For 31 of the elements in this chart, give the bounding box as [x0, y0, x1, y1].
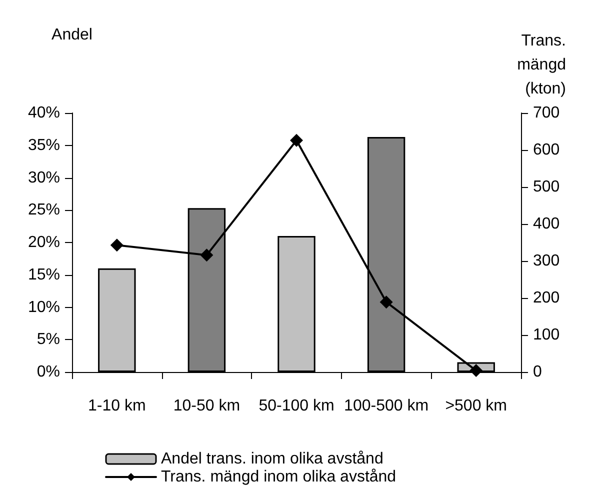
x-tick-label: 100-500 km	[344, 398, 429, 414]
x-tick-label: 1-10 km	[88, 398, 146, 414]
y-tick-label: 35%	[28, 136, 60, 154]
y-tick-label: 0%	[36, 364, 60, 380]
y-tick-label: 10%	[28, 298, 60, 316]
x-tick-label: 10-50 km	[173, 398, 240, 414]
y2-tick-label: 400	[533, 216, 560, 232]
y-tick-label: 25%	[28, 202, 60, 219]
y2-tick-label: 100	[533, 326, 560, 344]
point	[290, 134, 303, 147]
legend-label: Trans. mängd inom olika avstånd	[161, 468, 396, 486]
y-tick-label: 30%	[28, 169, 60, 186]
y2-tick-label: 0	[533, 364, 542, 380]
point	[470, 364, 483, 378]
x-tick-label: 50-100 km	[258, 398, 334, 414]
y-axis-title: Andel	[52, 26, 92, 44]
y2-tick-label: 200	[533, 290, 560, 306]
y2-tick-label: 500	[533, 178, 560, 196]
y-tick-label: 15%	[28, 266, 60, 284]
point	[200, 248, 214, 262]
y2-tick-label: 600	[533, 142, 560, 158]
y-tick-label: 40%	[28, 104, 60, 122]
y2-tick-label: 300	[533, 252, 560, 270]
legend-label: Andel trans. inom olika avstånd	[161, 450, 384, 468]
x-tick-label: >500 km	[445, 398, 508, 414]
y2-axis-title: Trans. mängd (kton)	[517, 32, 566, 98]
y-tick-label: 20%	[28, 234, 60, 251]
point	[110, 238, 124, 252]
y-tick-label: 5%	[36, 331, 60, 348]
y2-tick-label: 700	[533, 104, 560, 122]
point	[380, 296, 393, 309]
